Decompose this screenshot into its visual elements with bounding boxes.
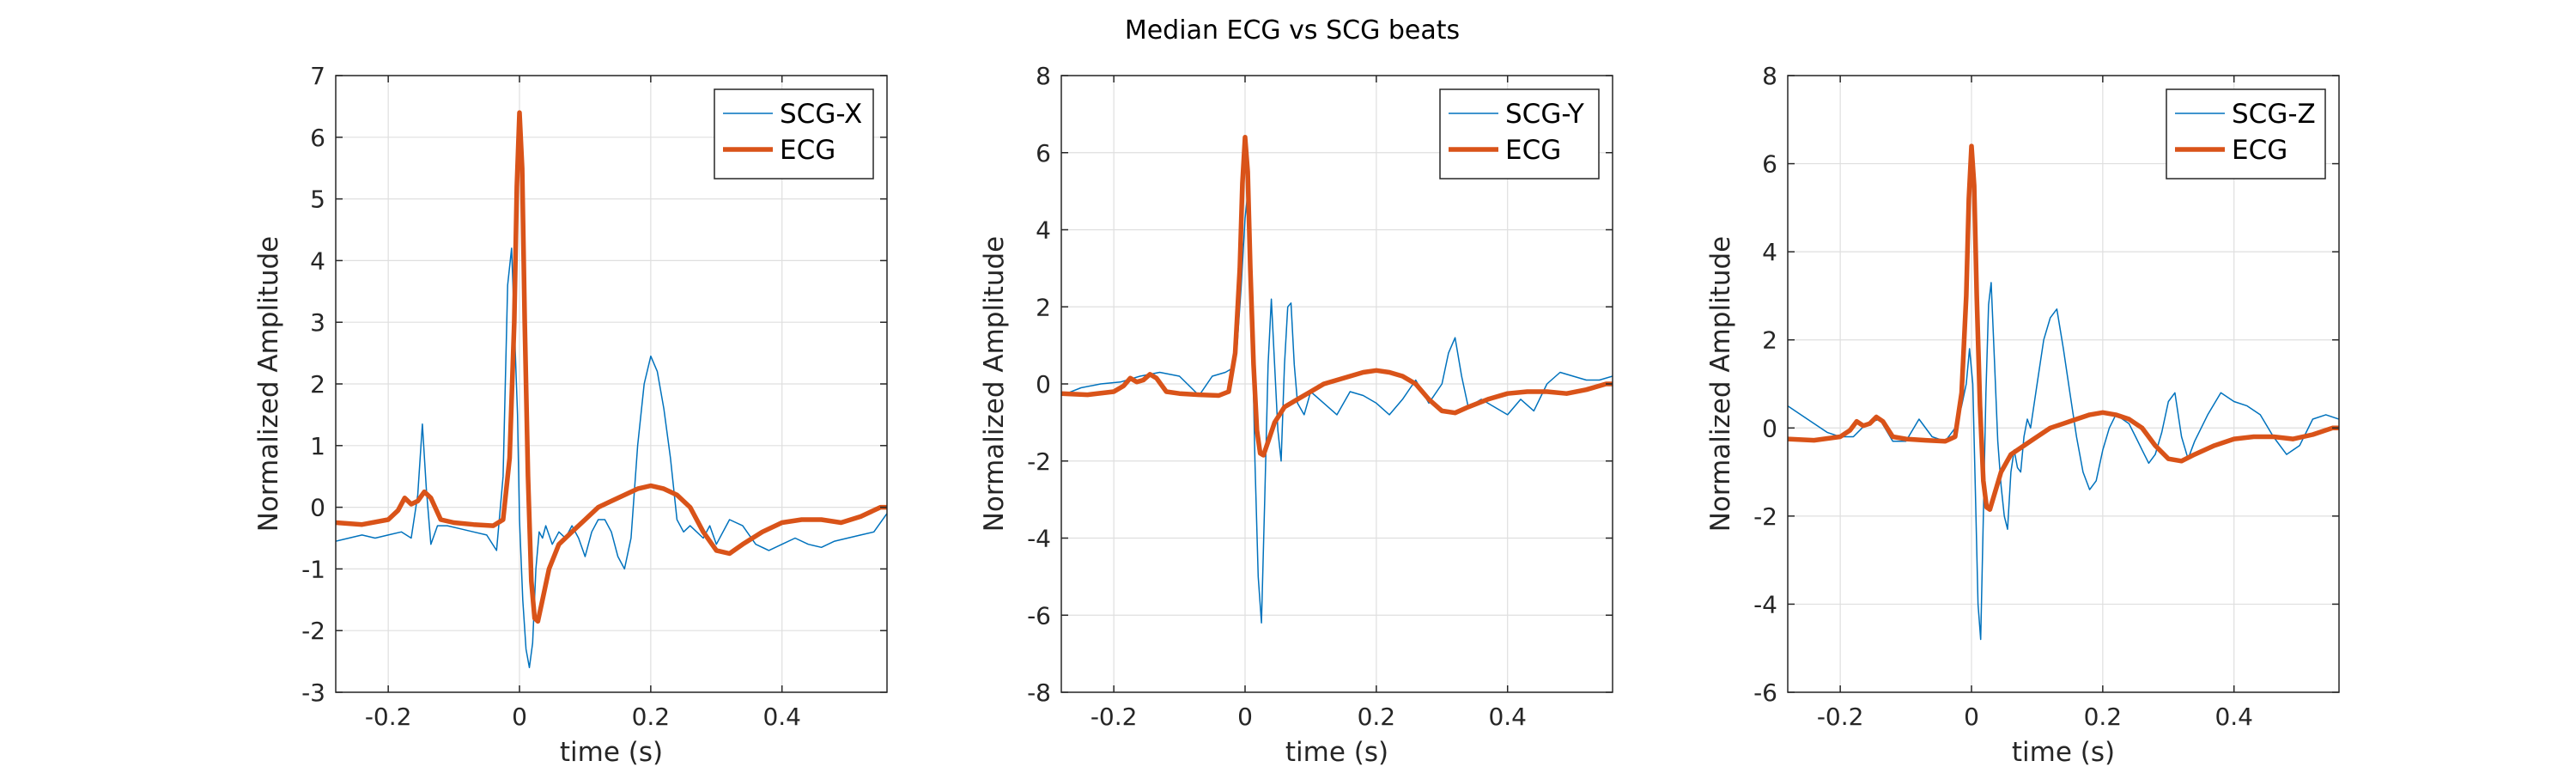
y-tick-label: -2 <box>1027 447 1051 476</box>
legend-label-ecg: ECG <box>1505 135 1561 166</box>
y-tick-label: 6 <box>1036 139 1051 167</box>
x-tick-label: 0.2 <box>632 703 671 731</box>
y-tick-label: 2 <box>310 370 325 399</box>
y-tick-label: 8 <box>1036 62 1051 90</box>
y-tick-label: -4 <box>1753 590 1777 618</box>
y-axis-title: Normalized Amplitude <box>253 236 284 533</box>
y-tick-label: 0 <box>1762 414 1777 442</box>
y-tick-label: 3 <box>310 308 325 337</box>
x-tick-label: 0.4 <box>2215 703 2253 731</box>
legend: SCG-X ECG <box>714 88 874 180</box>
y-tick-label: 0 <box>310 494 325 522</box>
y-axis-title: Normalized Amplitude <box>979 236 1010 533</box>
legend: SCG-Z ECG <box>2166 88 2326 180</box>
x-tick-label: 0 <box>1237 703 1253 731</box>
y-tick-label: 2 <box>1036 293 1051 321</box>
y-tick-label: 0 <box>1036 370 1051 399</box>
legend-label-scg-y: SCG-Y <box>1505 99 1584 130</box>
legend-label-scg-z: SCG-Z <box>2232 99 2316 130</box>
legend-box <box>2166 88 2326 180</box>
y-axis-title: Normalized Amplitude <box>1705 236 1736 533</box>
y-tick-label: 5 <box>310 186 325 214</box>
legend: SCG-Y ECG <box>1439 88 1600 180</box>
x-axis-title: time (s) <box>2012 737 2115 768</box>
y-tick-label: 2 <box>1762 326 1777 355</box>
y-tick-label: 7 <box>310 62 325 90</box>
y-tick-label: -4 <box>1027 525 1051 553</box>
y-tick-label: -6 <box>1027 601 1051 630</box>
y-tick-label: 4 <box>310 247 325 275</box>
y-tick-label: -3 <box>301 679 325 707</box>
legend-box <box>1439 88 1600 180</box>
x-tick-label: 0 <box>1964 703 1979 731</box>
y-tick-label: 1 <box>310 432 325 460</box>
x-axis-title: time (s) <box>560 737 663 768</box>
y-tick-label: -8 <box>1027 679 1051 707</box>
subplot-panels: -0.2 0 0.2 0.4 -3 -2 -1 0 1 2 3 4 5 6 7 time (s) Normali… <box>253 62 2340 768</box>
y-tick-label: 6 <box>310 124 325 152</box>
y-tick-label: -6 <box>1753 679 1777 707</box>
series-line-ecg <box>1061 135 1613 458</box>
y-tick-label: -2 <box>301 617 325 645</box>
series-line-scg-y <box>1061 186 1613 624</box>
y-tick-label: 4 <box>1036 216 1051 245</box>
y-tick-label: 4 <box>1762 238 1777 266</box>
series-line-ecg <box>336 110 887 624</box>
x-tick-label: -0.2 <box>1817 703 1864 731</box>
x-axis-title: time (s) <box>1285 737 1388 768</box>
subplot-3: -0.2 0 0.2 0.4 -6 -4 -2 0 2 4 6 8 time (s) Normalized… <box>1705 62 2340 768</box>
legend-box <box>714 88 874 180</box>
x-tick-label: 0.4 <box>762 703 801 731</box>
y-tick-label: -2 <box>1753 502 1777 531</box>
subplot-2: -0.2 0 0.2 0.4 -8 -6 -4 -2 0 2 4 6 8 time (s) Normaliz… <box>979 62 1613 768</box>
x-tick-label: 0.4 <box>1488 703 1527 731</box>
legend-label-ecg: ECG <box>2232 135 2287 166</box>
x-tick-label: -0.2 <box>365 703 412 731</box>
y-tick-label: 8 <box>1762 62 1777 90</box>
y-tick-label: -1 <box>301 555 325 583</box>
legend-label-scg-x: SCG-X <box>780 99 862 130</box>
x-tick-label: 0.2 <box>2084 703 2123 731</box>
x-tick-label: -0.2 <box>1091 703 1138 731</box>
x-tick-label: 0 <box>512 703 527 731</box>
subplot-1: -0.2 0 0.2 0.4 -3 -2 -1 0 1 2 3 4 5 6 7 time (s) Normali… <box>253 62 888 768</box>
axes-box <box>1787 75 2340 693</box>
legend-label-ecg: ECG <box>780 135 835 166</box>
series-line-ecg <box>1788 143 2339 512</box>
figure-title: Median ECG vs SCG beats <box>1125 15 1460 46</box>
x-tick-label: 0.2 <box>1358 703 1396 731</box>
y-tick-label: 6 <box>1762 150 1777 179</box>
